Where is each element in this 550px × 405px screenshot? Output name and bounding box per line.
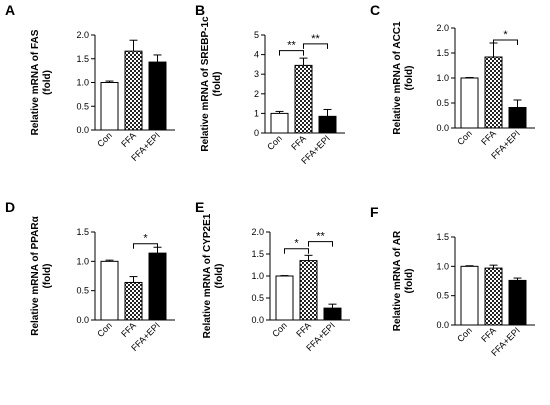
bar-ffa-epi bbox=[148, 252, 167, 321]
y-axis-label: Relative mRNA of SREBP-1c bbox=[200, 16, 211, 152]
y-tick-label: 4 bbox=[254, 50, 259, 60]
y-tick-label: 1.5 bbox=[76, 54, 89, 64]
bar-con bbox=[275, 275, 294, 321]
y-tick-label: 5 bbox=[254, 30, 259, 40]
y-tick-label: 1.0 bbox=[76, 78, 89, 88]
y-tick-label: 0.5 bbox=[436, 291, 449, 301]
y-axis-label: (fold) bbox=[214, 264, 225, 289]
bar-con bbox=[100, 82, 119, 131]
y-axis-label: (fold) bbox=[42, 70, 53, 95]
bar-ffa bbox=[484, 267, 503, 326]
bar-ffa bbox=[124, 50, 143, 131]
bar-ffa-epi bbox=[508, 279, 527, 326]
y-tick-label: 2 bbox=[254, 89, 259, 99]
panel-b: B 0 1 2 3 4 5 Relative mRNA of SREBP-1c (fold) Co… bbox=[195, 2, 345, 166]
x-tick-label: Con bbox=[270, 320, 289, 339]
bar-con bbox=[270, 112, 289, 134]
bar-con bbox=[460, 77, 479, 129]
significance-bracket bbox=[284, 248, 309, 254]
y-tick-label: 2.0 bbox=[251, 227, 264, 237]
x-tick-label: FFA bbox=[479, 325, 498, 344]
significance-label: ** bbox=[311, 33, 320, 45]
y-axis-label: Relative mRNA of CYP2E1 bbox=[202, 213, 213, 338]
significance-bracket bbox=[303, 43, 328, 49]
y-tick-label: 2.0 bbox=[436, 23, 449, 33]
panel-c: C 0.0 0.5 1.0 1.5 2.0 Relative mRNA of ACC1 (fo… bbox=[370, 2, 535, 161]
panel-letter: D bbox=[5, 199, 15, 215]
y-tick-label: 1.5 bbox=[436, 232, 449, 242]
y-tick-label: 1.5 bbox=[76, 227, 89, 237]
bar-ffa bbox=[299, 260, 318, 321]
x-tick-label: Con bbox=[95, 320, 114, 339]
y-tick-label: 0.5 bbox=[251, 293, 264, 303]
bar-ffa-epi bbox=[323, 307, 342, 321]
panel-letter: E bbox=[195, 199, 204, 215]
y-tick-label: 1.5 bbox=[436, 48, 449, 58]
significance-label: * bbox=[294, 238, 299, 250]
y-tick-label: 0 bbox=[254, 128, 259, 138]
significance-bracket bbox=[279, 50, 304, 56]
bar-ffa bbox=[484, 56, 503, 129]
bar-con bbox=[460, 265, 479, 326]
significance-label: * bbox=[143, 233, 148, 245]
y-tick-label: 0.0 bbox=[436, 123, 449, 133]
significance-label: * bbox=[503, 29, 508, 41]
y-axis-label: Relative mRNA of ACC1 bbox=[392, 21, 403, 135]
y-tick-label: 0.5 bbox=[436, 98, 449, 108]
y-tick-label: 3 bbox=[254, 69, 259, 79]
y-axis-label: Relative mRNA of FAS bbox=[30, 29, 41, 135]
y-tick-label: 0.0 bbox=[76, 125, 89, 135]
panel-letter: C bbox=[370, 2, 380, 18]
bar-ffa-epi bbox=[318, 115, 337, 134]
panel-letter: F bbox=[370, 204, 379, 220]
x-tick-label: Con bbox=[455, 128, 474, 147]
y-tick-label: 1 bbox=[254, 108, 259, 118]
y-tick-label: 0.5 bbox=[76, 286, 89, 296]
x-tick-label: FFA bbox=[119, 320, 138, 339]
bar-ffa bbox=[124, 281, 143, 321]
y-tick-label: 1.0 bbox=[436, 73, 449, 83]
y-axis-label: (fold) bbox=[404, 269, 415, 294]
panel-d: D 0.0 0.5 1.0 1.5 Relative mRNA of PPARα (fold… bbox=[5, 199, 175, 353]
y-tick-label: 0.0 bbox=[436, 320, 449, 330]
y-tick-label: 1.0 bbox=[436, 261, 449, 271]
y-tick-label: 0.0 bbox=[76, 315, 89, 325]
bar-ffa-epi bbox=[148, 61, 167, 131]
panel-letter: A bbox=[5, 2, 15, 18]
significance-label: ** bbox=[316, 231, 325, 243]
panel-letter: B bbox=[195, 2, 205, 18]
significance-bracket bbox=[133, 243, 158, 249]
panel-a: A 0.0 0.5 1.0 1.5 2.0 Relative mRNA of FAS (fol… bbox=[5, 2, 175, 163]
y-axis-label: Relative mRNA of PPARα bbox=[30, 215, 41, 335]
y-tick-label: 0.5 bbox=[76, 101, 89, 111]
panel-f: F 0.0 0.5 1.0 1.5 Relative mRNA of AR (fold) Co… bbox=[370, 204, 535, 358]
bar-ffa bbox=[294, 64, 313, 134]
y-tick-label: 0.0 bbox=[251, 315, 264, 325]
y-axis-label: Relative mRNA of AR bbox=[392, 230, 403, 331]
y-axis-label: (fold) bbox=[42, 264, 53, 289]
y-axis-label: (fold) bbox=[404, 66, 415, 91]
x-tick-label: Con bbox=[265, 133, 284, 152]
y-tick-label: 1.0 bbox=[251, 271, 264, 281]
y-tick-label: 1.5 bbox=[251, 249, 264, 259]
y-tick-label: 2.0 bbox=[76, 30, 89, 40]
bar-ffa-epi bbox=[508, 107, 527, 129]
bar-con bbox=[100, 260, 119, 321]
significance-bracket bbox=[493, 39, 518, 45]
x-tick-label: FFA bbox=[119, 130, 138, 149]
x-tick-label: FFA bbox=[294, 320, 313, 339]
x-tick-label: Con bbox=[95, 130, 114, 149]
y-tick-label: 1.0 bbox=[76, 256, 89, 266]
significance-bracket bbox=[308, 241, 333, 247]
significance-label: ** bbox=[287, 40, 296, 52]
panel-e: E 0.0 0.5 1.0 1.5 2.0 Relative mRNA of CYP2E1(… bbox=[195, 199, 350, 353]
x-tick-label: FFA bbox=[289, 133, 308, 152]
y-axis-label: (fold) bbox=[212, 72, 223, 97]
x-tick-label: FFA bbox=[479, 128, 498, 147]
x-tick-label: Con bbox=[455, 325, 474, 344]
